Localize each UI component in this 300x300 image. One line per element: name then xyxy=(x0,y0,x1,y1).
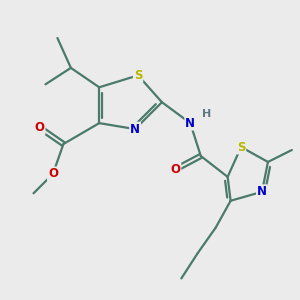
Text: S: S xyxy=(237,140,245,154)
Text: O: O xyxy=(34,121,44,134)
Text: S: S xyxy=(134,69,142,82)
Text: N: N xyxy=(130,123,140,136)
Text: O: O xyxy=(170,163,180,176)
Text: N: N xyxy=(257,185,267,198)
Text: H: H xyxy=(202,109,212,119)
Text: O: O xyxy=(48,167,58,180)
Text: N: N xyxy=(185,117,195,130)
